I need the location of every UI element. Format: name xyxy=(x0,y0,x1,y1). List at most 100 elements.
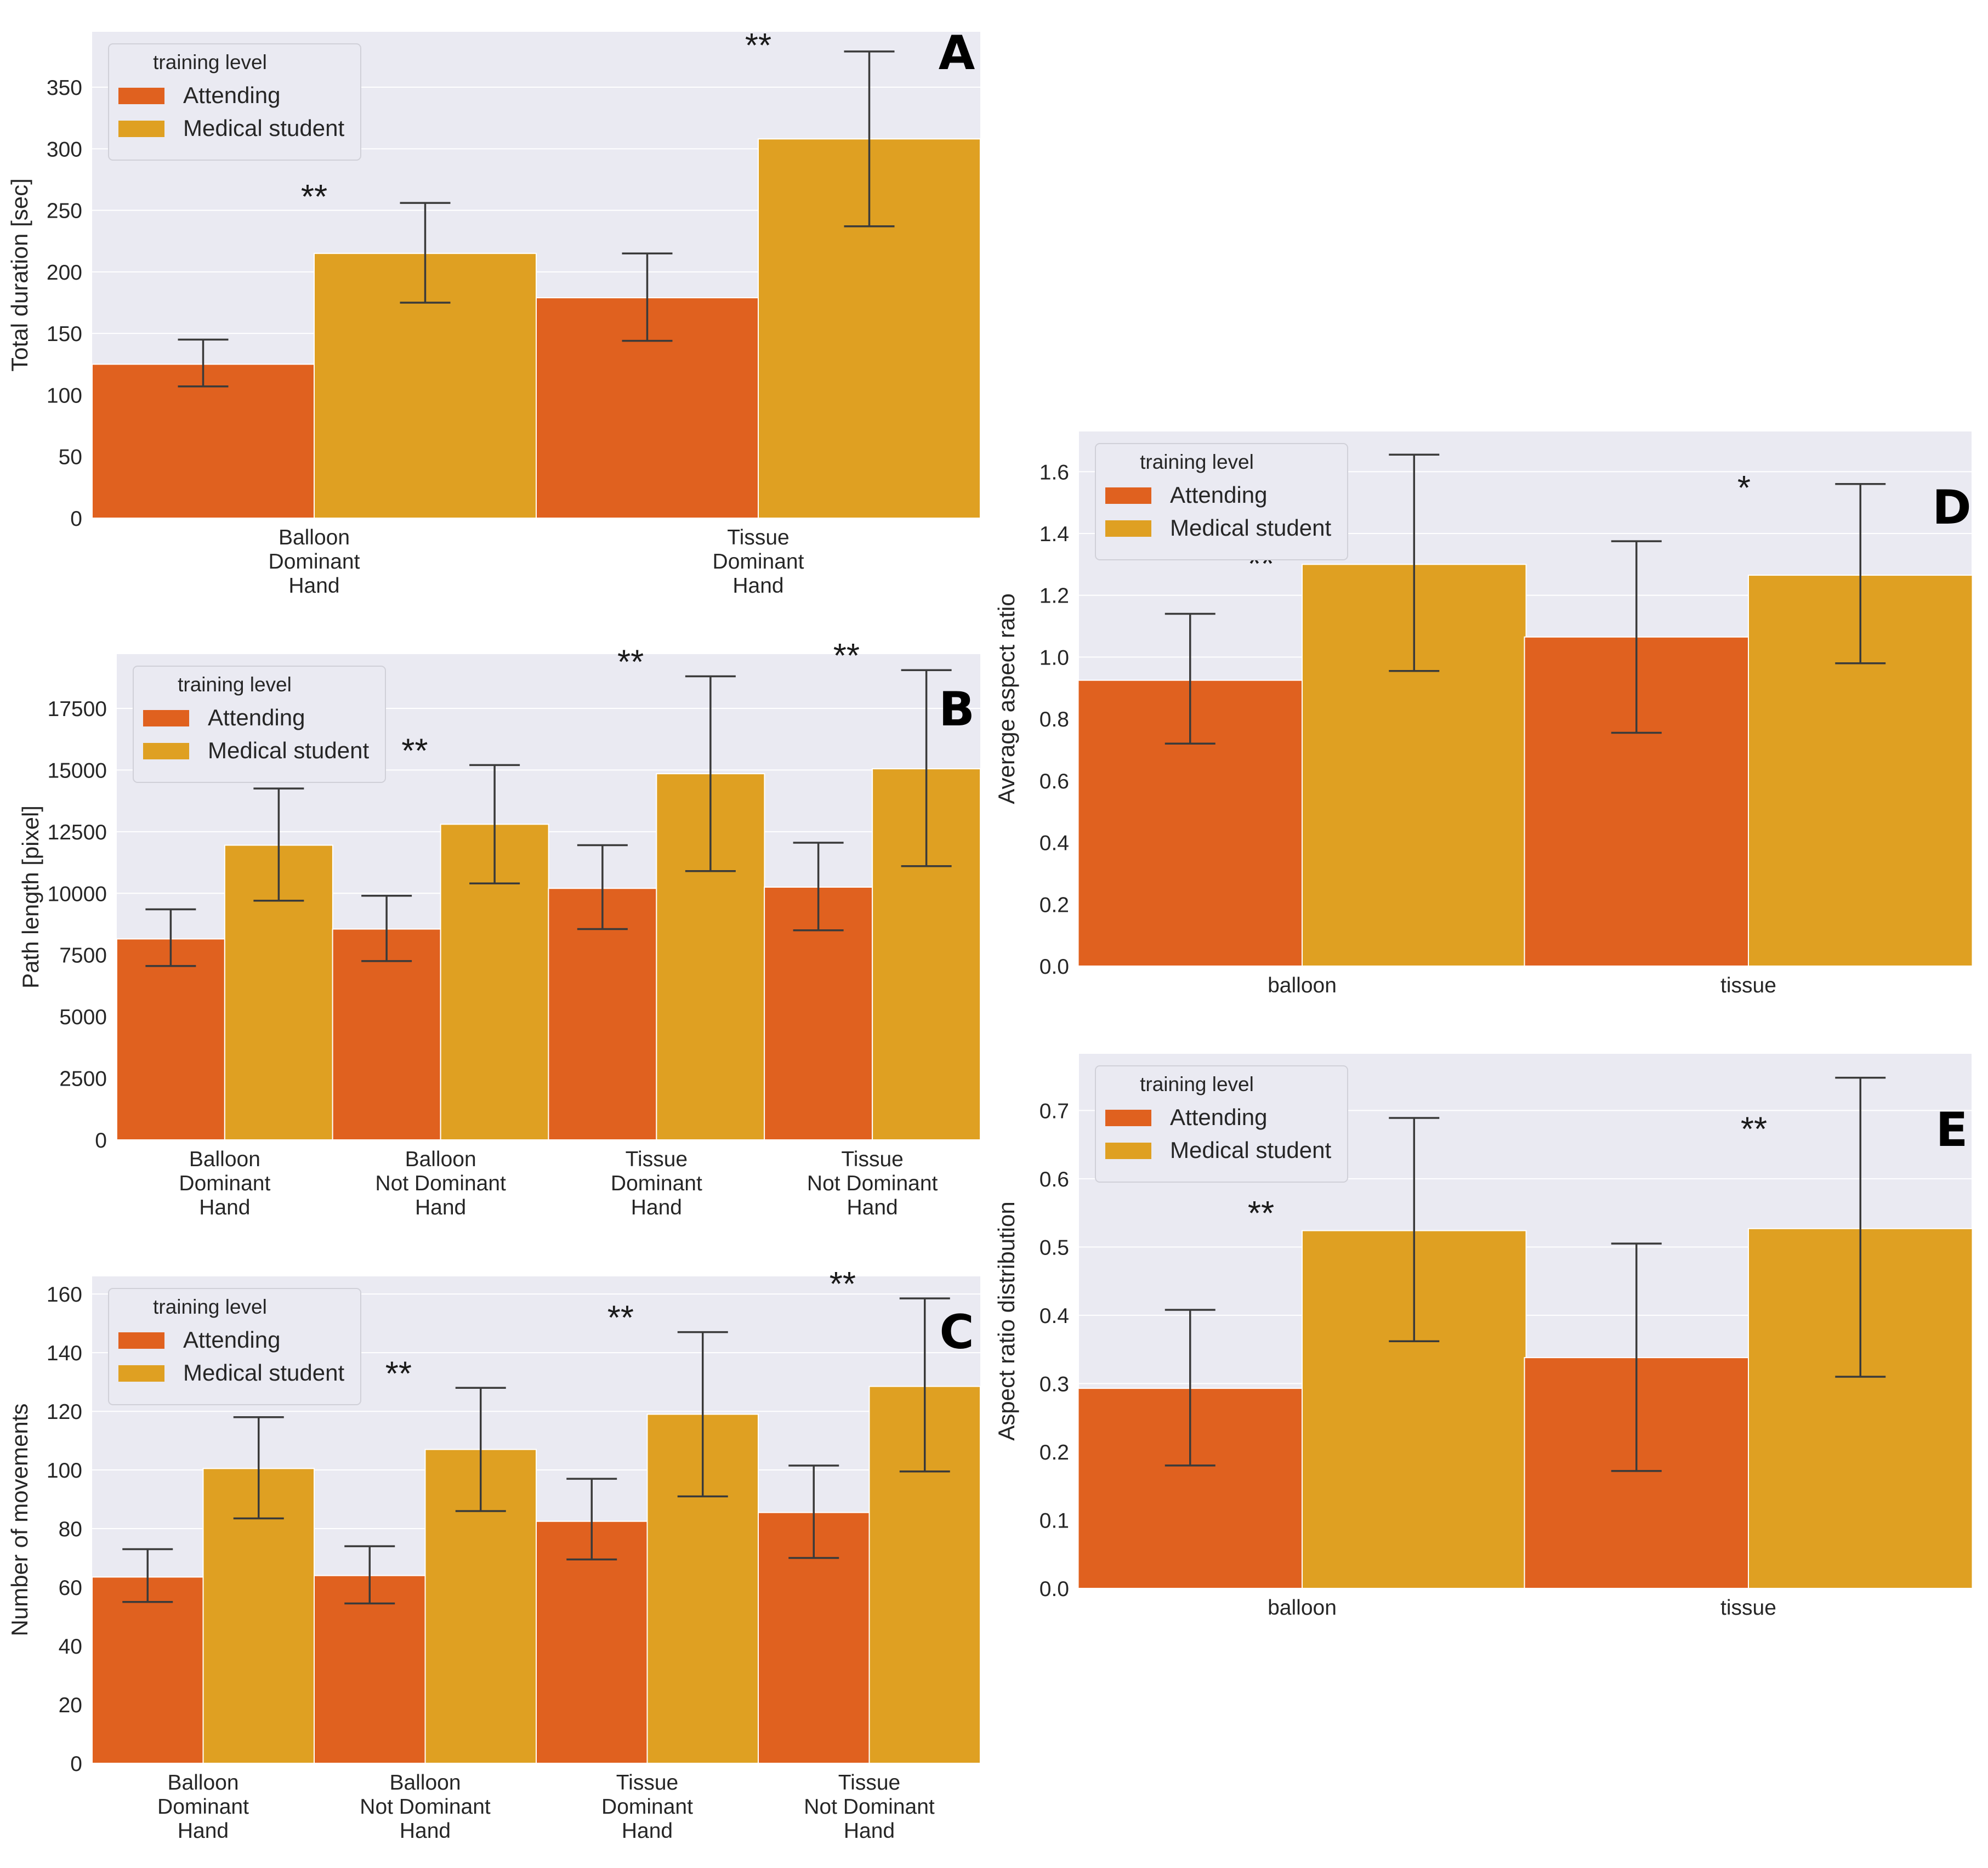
significance-marker: ** xyxy=(830,1265,856,1303)
y-tick-label: 0.0 xyxy=(1040,1577,1069,1601)
legend-swatch-attending xyxy=(118,1332,164,1349)
y-tick-label: 0.2 xyxy=(1040,893,1069,917)
x-tick-label: Dominant xyxy=(601,1795,693,1819)
y-tick-label: 0.6 xyxy=(1040,770,1069,793)
x-tick-label: Balloon xyxy=(167,1771,238,1795)
panel-c: 0 20 40 60 80 100 120 140 160 Number of movements… xyxy=(7,1265,981,1843)
x-tick-label: Balloon xyxy=(189,1148,260,1171)
x-tick-label: Not Dominant xyxy=(804,1795,935,1819)
y-axis-label: Total duration [sec] xyxy=(7,178,32,372)
x-tick-label: Hand xyxy=(631,1196,682,1219)
y-tick-label: 100 xyxy=(47,1459,82,1483)
panel-d: 0.0 0.2 0.4 0.6 0.8 1.0 1.2 1.4 1.6 Average aspec… xyxy=(993,431,1973,997)
x-tick-label: Tissue xyxy=(626,1148,688,1171)
y-tick-label: 15000 xyxy=(48,759,107,782)
x-tick-label: Hand xyxy=(178,1819,229,1843)
x-tick-label: tissue xyxy=(1720,974,1776,997)
x-tick-label: Not Dominant xyxy=(360,1795,491,1819)
x-tick-label: Hand xyxy=(400,1819,451,1843)
legend-title: training level xyxy=(153,1296,267,1318)
x-tick-label: Hand xyxy=(199,1196,250,1219)
x-tick-label: Tissue xyxy=(841,1148,903,1171)
x-tick-label: Dominant xyxy=(179,1172,270,1195)
y-tick-label: 7500 xyxy=(59,944,107,968)
legend-swatch-student xyxy=(118,121,164,137)
legend-swatch-student xyxy=(143,743,189,759)
x-tick-label: Hand xyxy=(732,574,783,598)
bar-attending xyxy=(116,938,225,1141)
x-tick-label: Hand xyxy=(622,1819,673,1843)
y-tick-label: 17500 xyxy=(48,697,107,721)
y-tick-label: 0.8 xyxy=(1040,708,1069,731)
legend-title: training level xyxy=(1140,1073,1254,1095)
y-tick-label: 0.2 xyxy=(1040,1441,1069,1464)
legend-label: Medical student xyxy=(183,1360,344,1386)
y-tick-label: 160 xyxy=(47,1283,82,1307)
significance-marker: ** xyxy=(745,27,771,65)
bar-attending xyxy=(92,1576,204,1764)
y-tick-label: 2500 xyxy=(59,1068,107,1091)
bar-attending xyxy=(548,888,657,1141)
panel-letter: B xyxy=(939,682,975,737)
significance-marker: ** xyxy=(401,732,428,770)
legend-swatch-attending xyxy=(118,88,164,104)
legend-label: Attending xyxy=(208,705,305,730)
y-tick-label: 0.4 xyxy=(1040,832,1069,855)
x-tick-label: Dominant xyxy=(269,550,360,574)
y-tick-label: 60 xyxy=(59,1576,82,1600)
y-tick-label: 300 xyxy=(47,138,82,161)
legend: training level Attending Medical student xyxy=(1095,443,1348,560)
x-tick-label: Dominant xyxy=(157,1795,249,1819)
y-tick-label: 1.4 xyxy=(1040,523,1069,546)
y-tick-label: 1.2 xyxy=(1040,584,1069,608)
legend-title: training level xyxy=(1140,451,1254,473)
y-tick-label: 0 xyxy=(70,507,82,531)
significance-marker: ** xyxy=(1248,1195,1274,1233)
x-tick-label: Hand xyxy=(844,1819,895,1843)
y-tick-label: 0 xyxy=(70,1752,82,1776)
legend-box xyxy=(1095,1065,1348,1183)
y-tick-label: 20 xyxy=(59,1694,82,1717)
significance-marker: ** xyxy=(833,637,860,675)
y-tick-label: 0.3 xyxy=(1040,1372,1069,1396)
legend-title: training level xyxy=(178,673,292,696)
legend: training level Attending Medical student xyxy=(1095,1065,1348,1183)
y-tick-label: 40 xyxy=(59,1635,82,1659)
legend-label: Attending xyxy=(183,1327,280,1353)
legend-box xyxy=(108,1288,361,1405)
legend-swatch-student xyxy=(1105,520,1151,537)
panel-letter: E xyxy=(1936,1103,1968,1157)
legend-swatch-student xyxy=(118,1365,164,1382)
panel-letter: C xyxy=(939,1305,974,1360)
x-tick-label: Dominant xyxy=(713,550,804,574)
y-tick-label: 0.7 xyxy=(1040,1099,1069,1123)
y-tick-label: 5000 xyxy=(59,1006,107,1029)
panel-a: 0 50 100 150 200 250 300 350 Total duration [sec… xyxy=(7,26,981,598)
y-tick-label: 0.6 xyxy=(1040,1168,1069,1191)
legend-box xyxy=(133,666,386,783)
bar-attending xyxy=(332,928,441,1141)
legend: training level Attending Medical student xyxy=(133,666,386,783)
legend-label: Medical student xyxy=(1170,515,1331,541)
x-tick-label: Not Dominant xyxy=(807,1172,938,1195)
y-tick-label: 0.4 xyxy=(1040,1304,1069,1328)
x-tick-label: Balloon xyxy=(389,1771,461,1795)
legend-box xyxy=(1095,443,1348,560)
x-tick-label: Not Dominant xyxy=(375,1172,506,1195)
significance-marker: ** xyxy=(617,643,644,681)
significance-marker: * xyxy=(1737,469,1751,507)
y-tick-label: 200 xyxy=(47,261,82,285)
y-tick-label: 0.5 xyxy=(1040,1236,1069,1259)
y-tick-label: 0.0 xyxy=(1040,955,1069,979)
legend-label: Attending xyxy=(1170,1104,1267,1130)
panel-letter: A xyxy=(939,26,975,81)
legend-swatch-student xyxy=(1105,1143,1151,1159)
x-tick-label: Tissue xyxy=(838,1771,900,1795)
legend-box xyxy=(108,43,361,161)
x-tick-label: Balloon xyxy=(279,526,350,549)
x-tick-label: tissue xyxy=(1720,1596,1776,1620)
legend: training level Attending Medical student xyxy=(108,43,361,161)
panel-b: 0 2500 5000 7500 10000 12500 15000 17500 Path le… xyxy=(18,637,981,1219)
x-tick-label: Hand xyxy=(847,1196,898,1219)
